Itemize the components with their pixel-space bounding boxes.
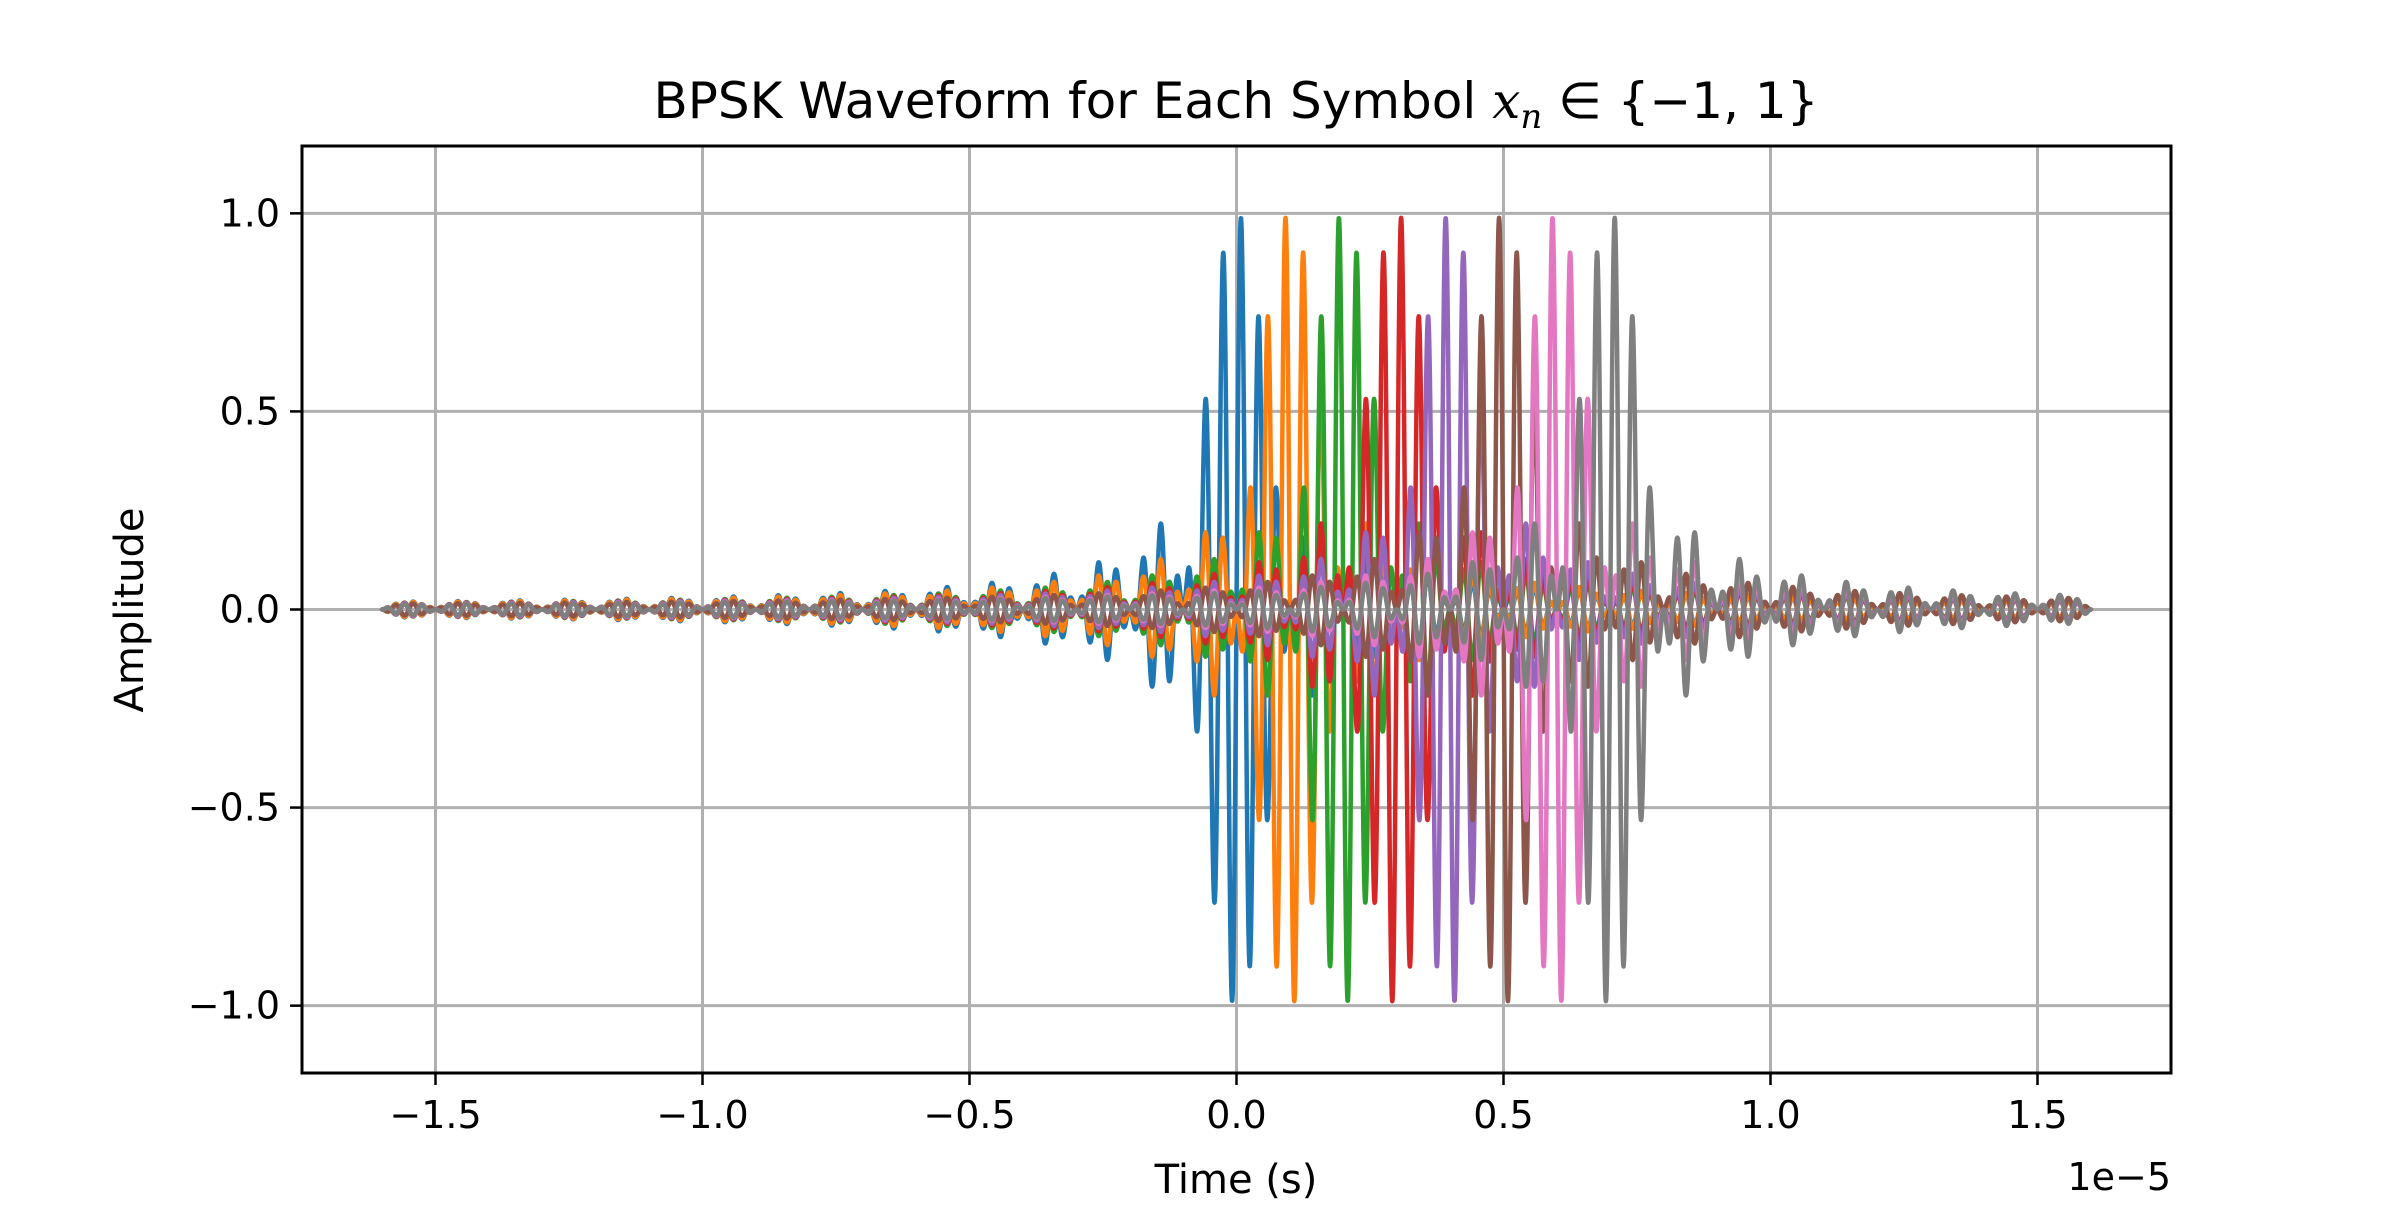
y-tick-label: −0.5 bbox=[188, 786, 280, 830]
x-offset-label: 1e−5 bbox=[2067, 1155, 2171, 1199]
x-tick-label: 0.0 bbox=[1206, 1093, 1266, 1137]
y-tick-label: 0.5 bbox=[220, 389, 280, 433]
title-suffix: ∈ {−1, 1} bbox=[1542, 72, 1818, 130]
series-layer bbox=[379, 215, 2094, 1004]
x-axis-label: Time (s) bbox=[1154, 1157, 1318, 1200]
title-math-subscript: n bbox=[1520, 97, 1542, 137]
x-tick-label: −1.0 bbox=[656, 1093, 748, 1137]
y-tick-label: −1.0 bbox=[188, 984, 280, 1028]
x-tick-label: −0.5 bbox=[923, 1093, 1015, 1137]
x-tick-label: 1.5 bbox=[2007, 1093, 2067, 1137]
y-tick-label: 0.0 bbox=[220, 588, 280, 632]
y-axis-label: Amplitude bbox=[107, 508, 153, 713]
y-tick-label: 1.0 bbox=[220, 191, 280, 235]
x-tick-label: 1.0 bbox=[1740, 1093, 1800, 1137]
chart-title: BPSK Waveform for Each Symbol xn ∈ {−1, … bbox=[653, 72, 1818, 137]
x-tick-label: −1.5 bbox=[389, 1093, 481, 1137]
series-line-symbol-7 bbox=[379, 215, 2094, 1004]
title-math-var: x bbox=[1492, 72, 1520, 130]
x-tick-label: 0.5 bbox=[1473, 1093, 1533, 1137]
tick-layer: −1.5 −1.0 −0.5 0.0 0.5 1.0 1.5 −1.0 −0.5 0.0 0.5 1.… bbox=[188, 191, 2068, 1137]
title-prefix: BPSK Waveform for Each Symbol bbox=[653, 72, 1492, 130]
